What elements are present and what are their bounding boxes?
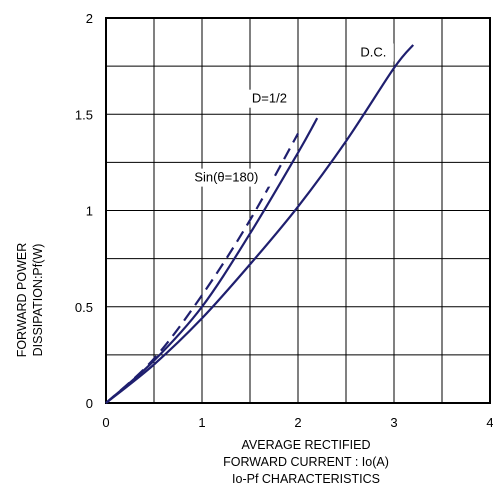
x-tick-label: 0: [102, 415, 109, 430]
tick-labels: 0 1 2 3 4 0 0.5 1 1.5 2: [75, 11, 493, 430]
y-tick-label: 0: [86, 396, 93, 411]
series-label-1: D.C.: [360, 45, 386, 60]
x-axis-label-line-2: FORWARD CURRENT : Io(A): [223, 455, 389, 469]
x-tick-label: 3: [390, 415, 397, 430]
series-lines: [105, 44, 415, 404]
x-tick-label: 1: [198, 415, 205, 430]
series-label-background: [191, 168, 274, 187]
x-tick-label: 4: [486, 415, 493, 430]
x-axis-label: AVERAGE RECTIFIED FORWARD CURRENT : Io(A…: [156, 437, 456, 488]
series-label-3: Sin(θ=180): [194, 170, 258, 185]
x-axis-label-line-1: AVERAGE RECTIFIED: [241, 438, 371, 452]
series-annotations: D.C. D=1/2 Sin(θ=180): [191, 43, 394, 187]
series-label-background: [248, 89, 293, 108]
series-line-3: [105, 132, 299, 404]
grid: [106, 18, 490, 403]
y-tick-label: 1.5: [75, 107, 93, 122]
x-tick-label: 2: [294, 415, 301, 430]
series-label-background: [357, 43, 394, 62]
y-tick-label: 1: [86, 204, 93, 219]
y-axis-label-line-1: FORWARD POWER: [15, 242, 29, 358]
y-axis-label-line-2: DISSIPATION:Pf(W): [31, 243, 45, 357]
plot-frame: [105, 17, 491, 404]
series-line-2: [105, 117, 319, 404]
chart-caption: Io-Pf CHARACTERISTICS: [232, 472, 380, 486]
y-tick-label: 0.5: [75, 300, 93, 315]
series-line-1: [105, 44, 415, 404]
series-label-2: D=1/2: [252, 91, 287, 106]
y-tick-label: 2: [86, 11, 93, 26]
